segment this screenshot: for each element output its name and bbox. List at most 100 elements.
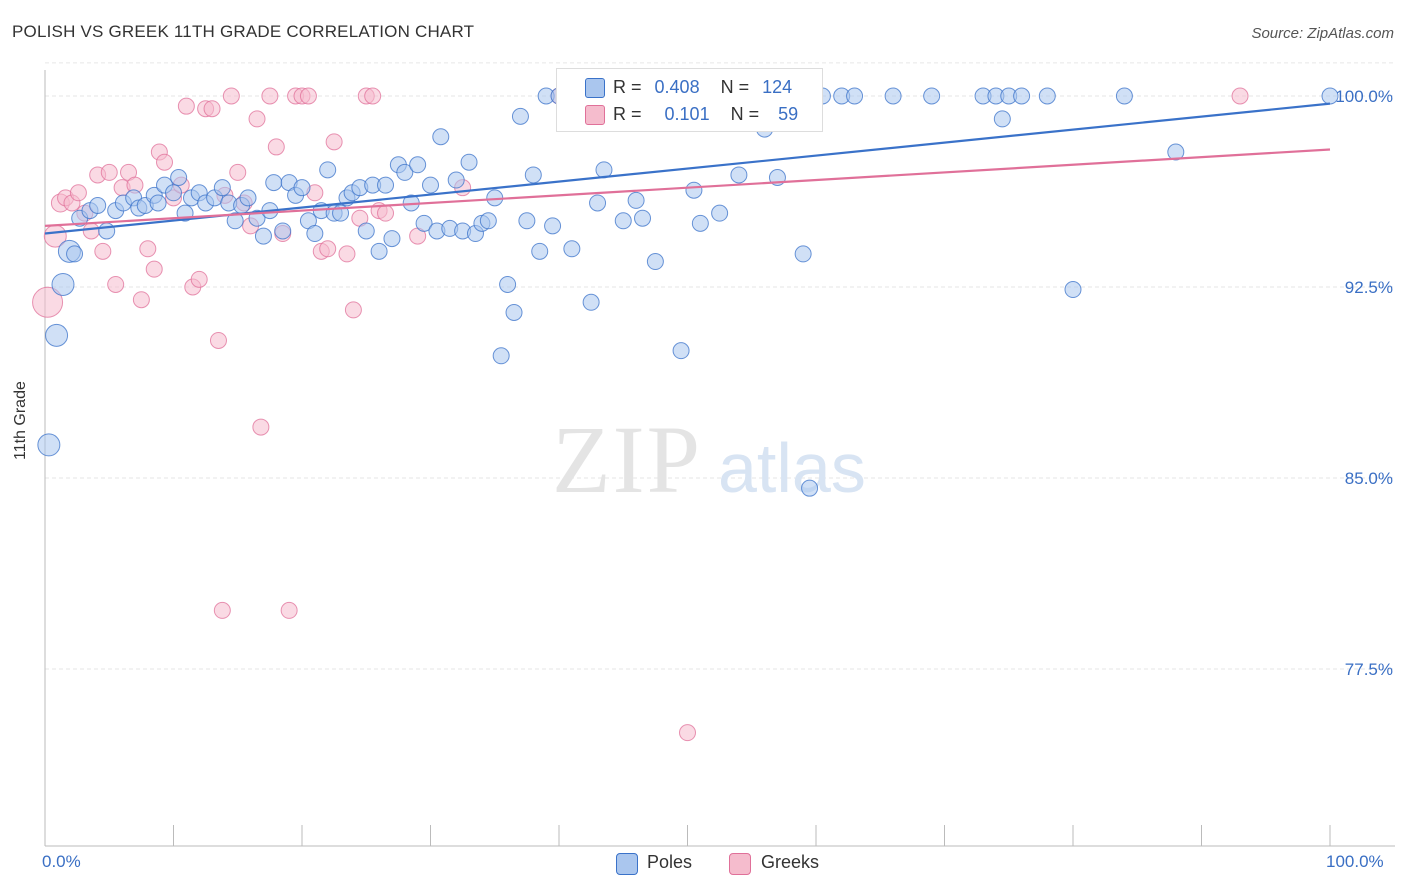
poles-point-54 bbox=[409, 156, 427, 174]
poles-point-71 bbox=[518, 212, 536, 230]
greeks-point-30 bbox=[222, 87, 240, 105]
greeks-point-51 bbox=[364, 87, 382, 105]
trend-lines bbox=[44, 102, 1331, 235]
poles-point-58 bbox=[432, 128, 450, 146]
legend-row-greeks: R = 0.101 N = 59 bbox=[613, 104, 798, 125]
poles-point-56 bbox=[422, 176, 439, 194]
poles-point-87 bbox=[634, 209, 652, 227]
greeks-point-57 bbox=[679, 724, 696, 742]
greeks-point-10 bbox=[100, 163, 118, 181]
greeks-point-48 bbox=[344, 301, 362, 319]
grid bbox=[45, 62, 1395, 670]
poles-point-78 bbox=[563, 240, 581, 258]
poles-point-8 bbox=[98, 222, 116, 240]
poles-point-2 bbox=[51, 272, 75, 296]
greeks-point-17 bbox=[145, 260, 163, 278]
poles-point-40 bbox=[319, 161, 337, 179]
poles-point-48 bbox=[370, 242, 388, 260]
bottom-legend-swatch-poles bbox=[616, 853, 638, 875]
poles-point-36 bbox=[293, 179, 311, 197]
poles-point-115 bbox=[1013, 87, 1031, 105]
poles-point-1 bbox=[45, 323, 69, 347]
poles-point-86 bbox=[627, 191, 645, 209]
y-tick-labels: 77.5% 85.0% 92.5% 100.0% bbox=[1335, 87, 1393, 679]
poles-point-69 bbox=[505, 303, 523, 321]
poles-point-52 bbox=[396, 163, 414, 181]
x-tick-label-max: 100.0% bbox=[1326, 852, 1384, 871]
greeks-trend-line bbox=[44, 148, 1331, 227]
legend-n-value-greeks: 59 bbox=[778, 104, 799, 124]
poles-point-92 bbox=[672, 342, 690, 360]
poles-point-38 bbox=[306, 225, 324, 243]
y-tick-label-3: 100.0% bbox=[1335, 87, 1393, 106]
greeks-point-58 bbox=[1231, 87, 1249, 105]
greeks-point-19 bbox=[156, 153, 174, 171]
greeks-point-0 bbox=[32, 286, 64, 318]
poles-point-94 bbox=[685, 181, 703, 199]
poles-point-73 bbox=[531, 242, 549, 260]
y-axis-label: 11th Grade bbox=[12, 381, 29, 460]
poles-point-109 bbox=[884, 87, 902, 105]
greeks-point-36 bbox=[261, 87, 279, 105]
greeks-point-47 bbox=[338, 245, 356, 263]
greeks-point-45 bbox=[319, 240, 337, 258]
poles-point-116 bbox=[1038, 87, 1056, 105]
x-tick-label-min: 0.0% bbox=[42, 852, 81, 871]
greeks-point-37 bbox=[267, 138, 285, 156]
greeks-point-5 bbox=[69, 184, 87, 202]
poles-point-65 bbox=[479, 212, 497, 230]
greeks-point-22 bbox=[177, 97, 195, 115]
legend-swatch-greeks bbox=[585, 105, 605, 125]
legend-r-label: R = bbox=[613, 104, 642, 124]
legend-n-label: N = bbox=[730, 104, 760, 124]
axes bbox=[44, 70, 1395, 847]
poles-point-17 bbox=[165, 184, 182, 202]
poles-point-80 bbox=[582, 293, 600, 311]
poles-point-50 bbox=[383, 230, 401, 248]
chart-title: POLISH VS GREEK 11TH GRADE CORRELATION C… bbox=[12, 22, 475, 41]
y-tick-label-1: 85.0% bbox=[1345, 469, 1393, 488]
poles-point-26 bbox=[226, 212, 244, 230]
poles-point-119 bbox=[1167, 143, 1185, 161]
poles-point-108 bbox=[846, 87, 864, 105]
poles-point-60 bbox=[447, 171, 465, 189]
legend-r-value-poles: 0.408 bbox=[654, 77, 700, 97]
greeks-point-46 bbox=[325, 133, 343, 151]
poles-point-15 bbox=[149, 194, 167, 212]
poles-point-7 bbox=[89, 197, 107, 215]
poles-point-32 bbox=[265, 174, 283, 192]
poles-point-18 bbox=[170, 168, 188, 186]
watermark-atlas: atlas bbox=[718, 429, 866, 507]
poles-point-68 bbox=[499, 275, 517, 293]
greeks-point-11 bbox=[107, 275, 125, 293]
poles-point-75 bbox=[544, 217, 562, 235]
poles-point-97 bbox=[711, 204, 729, 222]
legend-swatch-poles bbox=[585, 78, 605, 98]
greeks-point-26 bbox=[203, 100, 221, 118]
stats-legend: R = 0.408 N = 124 R = 0.101 N = 59 bbox=[556, 68, 823, 132]
greeks-point-35 bbox=[252, 418, 270, 436]
poles-point-30 bbox=[254, 227, 272, 245]
greeks-point-31 bbox=[229, 163, 247, 181]
greeks-point-15 bbox=[132, 291, 150, 309]
poles-point-70 bbox=[511, 107, 529, 125]
legend-r-value-greeks: 0.101 bbox=[664, 104, 710, 124]
y-tick-label-2: 92.5% bbox=[1345, 278, 1393, 297]
poles-point-33 bbox=[274, 222, 292, 240]
source-label: Source: ZipAtlas.com bbox=[1251, 25, 1394, 42]
legend-n-value-poles: 124 bbox=[762, 77, 793, 97]
poles-point-46 bbox=[357, 222, 375, 240]
poles-point-0 bbox=[37, 433, 61, 457]
greeks-point-39 bbox=[280, 601, 298, 619]
bottom-legend-swatch-greeks bbox=[729, 853, 751, 875]
poles-point-62 bbox=[460, 153, 478, 171]
poles-point-117 bbox=[1064, 281, 1082, 299]
greeks-point-24 bbox=[190, 270, 208, 288]
poles-point-67 bbox=[492, 347, 510, 365]
poles-point-81 bbox=[589, 194, 607, 212]
poles-point-4 bbox=[66, 245, 84, 263]
poles-point-110 bbox=[923, 87, 941, 105]
poles-point-72 bbox=[524, 166, 542, 184]
poles-point-113 bbox=[993, 110, 1011, 128]
